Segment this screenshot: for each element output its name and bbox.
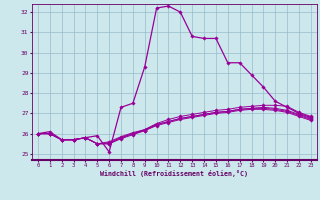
X-axis label: Windchill (Refroidissement éolien,°C): Windchill (Refroidissement éolien,°C) [100, 170, 248, 177]
